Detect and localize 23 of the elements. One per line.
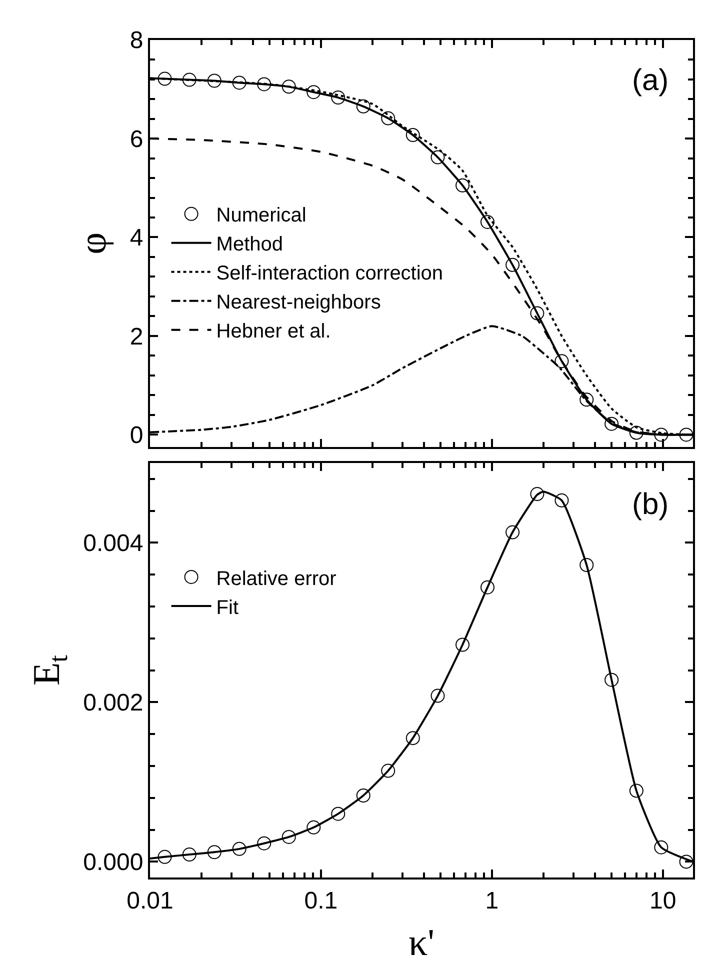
annotation: (a) — [632, 64, 669, 97]
legend-label: Numerical — [216, 204, 306, 227]
y-tick-label: 0 — [130, 422, 144, 450]
x-tick-label: 0.1 — [304, 887, 338, 914]
x-tick-label: 1 — [485, 887, 499, 914]
x-tick-label: 0.01 — [126, 887, 174, 914]
legend-label: Hebner et al. — [216, 320, 331, 343]
legend-label: Method — [216, 234, 284, 256]
text: 0.000 — [83, 849, 144, 876]
annotation: (b) — [632, 488, 669, 521]
y-tick-label: 8 — [130, 27, 144, 54]
y-tick-label: 0.004 — [83, 530, 144, 558]
legend-label: Self-interaction correction — [216, 262, 444, 285]
y-tick-label: 0.002 — [83, 690, 144, 717]
y-tick-label: 6 — [130, 126, 144, 153]
y-tick-label: 2 — [130, 323, 144, 350]
legend-label: Relative error — [216, 568, 337, 590]
y-tick-label: 4 — [130, 224, 144, 252]
legend-label: Fit — [216, 596, 239, 619]
y-axis-title: φ — [72, 232, 115, 254]
x-tick-label: 10 — [650, 887, 676, 914]
x-axis-title: κ' — [408, 922, 434, 964]
legend-label: Nearest-neighbors — [216, 292, 381, 314]
